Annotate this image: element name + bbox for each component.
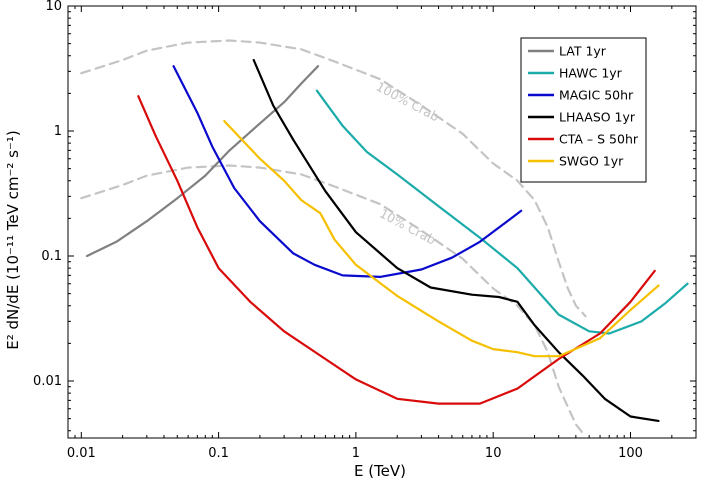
series-line-swgo-1yr bbox=[223, 120, 660, 358]
legend-entry: CTA – S 50hr bbox=[559, 132, 639, 147]
curve-annotations: 100% Crab 10% Crab bbox=[374, 79, 442, 248]
y-tick-label: 1 bbox=[54, 124, 62, 139]
y-axis-label: E² dN/dE (10⁻¹¹ TeV cm⁻² s⁻¹) bbox=[4, 130, 22, 350]
x-tick-label: 0.1 bbox=[208, 446, 229, 461]
legend-box bbox=[520, 37, 647, 183]
y-tick-label: 0.1 bbox=[41, 249, 62, 264]
x-axis-label: E (TeV) bbox=[354, 462, 406, 480]
y-tick-label: 10 bbox=[45, 0, 62, 14]
curve-annotation: 100% Crab bbox=[374, 79, 442, 125]
series-line-magic-50hr bbox=[172, 65, 523, 278]
x-tick-labels: 0.01 0.1 1 10 100 bbox=[67, 446, 643, 461]
legend-entry: MAGIC 50hr bbox=[559, 88, 634, 103]
curve-annotation: 10% Crab bbox=[377, 206, 438, 248]
x-tick-label: 0.01 bbox=[67, 446, 96, 461]
x-tick-label: 100 bbox=[618, 446, 643, 461]
legend-entry: LHAASO 1yr bbox=[559, 110, 636, 125]
series-line-10-crab bbox=[80, 164, 587, 438]
legend-entry: LAT 1yr bbox=[559, 44, 607, 59]
series-line-hawc-1yr bbox=[315, 89, 689, 335]
series-line-100-crab bbox=[80, 39, 587, 318]
y-tick-label: 0.01 bbox=[33, 374, 62, 389]
legend-entry: HAWC 1yr bbox=[559, 66, 623, 81]
x-tick-label: 1 bbox=[352, 446, 360, 461]
legend-entry: SWGO 1yr bbox=[559, 154, 624, 169]
series-line-lhaaso-1yr bbox=[252, 58, 660, 422]
series-lines bbox=[80, 39, 689, 438]
x-tick-label: 10 bbox=[485, 446, 502, 461]
legend: LAT 1yr HAWC 1yr MAGIC 50hr LHAASO 1yr CTA –… bbox=[520, 37, 647, 183]
plot-frame bbox=[67, 5, 697, 439]
series-line-lat-1yr bbox=[85, 65, 320, 258]
y-tick-labels: 0.01 0.1 1 10 bbox=[33, 0, 62, 389]
